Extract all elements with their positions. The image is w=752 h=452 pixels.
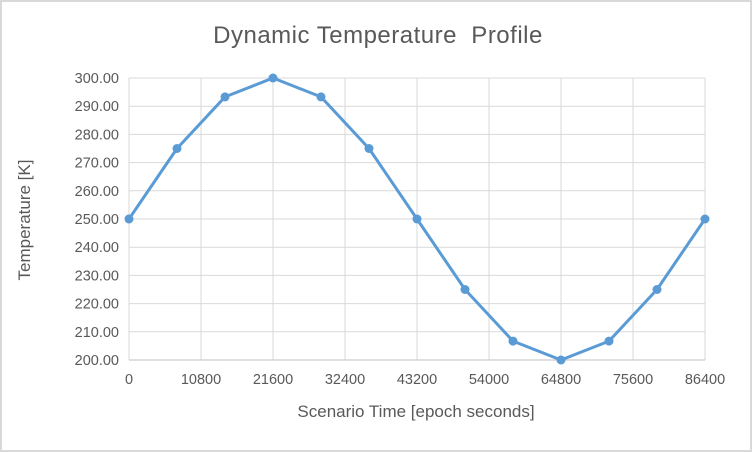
- x-axis-title: Scenario Time [epoch seconds]: [297, 402, 535, 421]
- x-tick-label: 0: [125, 372, 133, 388]
- x-tick-label: 43200: [397, 372, 437, 388]
- y-tick-label: 260.00: [75, 184, 119, 200]
- data-point-marker: [124, 214, 134, 224]
- x-tick-label: 32400: [325, 372, 365, 388]
- y-tick-label: 290.00: [75, 99, 119, 115]
- x-tick-label: 75600: [613, 372, 653, 388]
- data-point-marker: [604, 336, 614, 346]
- y-tick-label: 270.00: [75, 156, 119, 172]
- data-point-marker: [364, 144, 374, 153]
- y-tick-label: 250.00: [75, 212, 119, 228]
- x-tick-label: 64800: [541, 372, 581, 388]
- data-point-marker: [460, 285, 470, 294]
- data-point-marker: [172, 144, 182, 153]
- x-tick-label: 54000: [469, 372, 509, 388]
- y-tick-label: 210.00: [75, 325, 119, 341]
- chart-title: Dynamic Temperature Profile: [213, 22, 543, 49]
- data-point-marker: [268, 73, 278, 83]
- y-tick-label: 220.00: [75, 297, 119, 313]
- y-tick-label: 300.00: [75, 71, 119, 87]
- data-point-marker: [412, 214, 422, 224]
- data-point-marker: [700, 214, 710, 224]
- data-point-marker: [556, 355, 566, 365]
- y-tick-label: 200.00: [75, 353, 119, 369]
- data-point-marker: [220, 92, 230, 102]
- x-tick-label: 21600: [253, 372, 293, 388]
- data-point-marker: [652, 285, 662, 294]
- data-point-marker: [508, 336, 518, 346]
- y-tick-label: 230.00: [75, 268, 119, 284]
- y-tick-label: 240.00: [75, 240, 119, 256]
- y-tick-label: 280.00: [75, 127, 119, 143]
- x-tick-label: 10800: [181, 372, 221, 388]
- x-tick-label: 86400: [685, 372, 725, 388]
- data-point-marker: [316, 92, 326, 102]
